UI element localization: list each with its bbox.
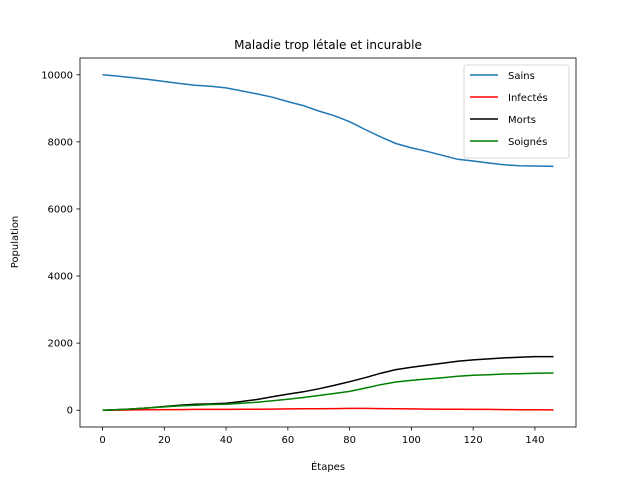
- x-axis: 0 20 40 60 80 100 120 140: [99, 427, 544, 446]
- x-tick-label: 140: [525, 435, 544, 446]
- legend-label: Morts: [508, 115, 536, 126]
- x-tick-label: 0: [99, 435, 105, 446]
- legend-box: [463, 64, 570, 159]
- x-tick-label: 100: [402, 435, 421, 446]
- y-axis: 0 2000 4000 6000 8000 10000: [41, 70, 80, 417]
- y-tick-label: 4000: [48, 272, 73, 283]
- x-tick-label: 60: [281, 435, 294, 446]
- x-tick-label: 40: [220, 435, 233, 446]
- plot-lines: [102, 74, 554, 411]
- y-tick-label: 10000: [41, 70, 73, 81]
- x-tick-label: 120: [464, 435, 483, 446]
- legend-label: Sains: [508, 71, 535, 82]
- legend-label: Soignés: [508, 136, 547, 148]
- y-axis-label: Population: [10, 216, 21, 269]
- y-tick-label: 8000: [48, 137, 73, 148]
- series-line-2: [102, 355, 554, 411]
- y-tick-label: 0: [67, 406, 73, 417]
- series-line-3: [102, 372, 554, 411]
- legend: Sains Infectés Morts Soignés: [463, 64, 570, 159]
- x-axis-label: Étapes: [311, 460, 345, 473]
- legend-label: Infectés: [508, 92, 548, 104]
- x-tick-label: 80: [343, 435, 356, 446]
- series-line-0: [102, 74, 554, 168]
- plot-frame: [79, 57, 577, 428]
- y-tick-label: 6000: [48, 204, 73, 215]
- chart-title: Maladie trop létale et incurable: [234, 38, 422, 52]
- x-tick-label: 20: [158, 435, 171, 446]
- y-tick-label: 2000: [48, 339, 73, 350]
- series-line-1: [102, 407, 554, 411]
